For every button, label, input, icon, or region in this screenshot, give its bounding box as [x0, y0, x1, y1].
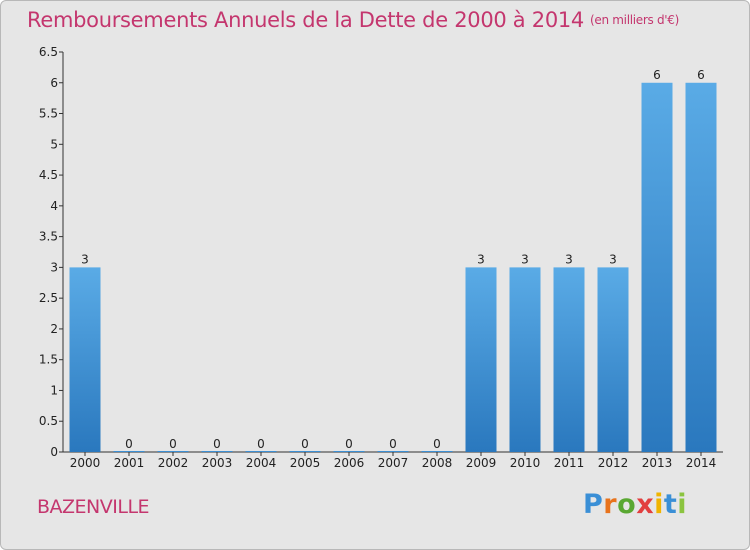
data-label: 0: [257, 437, 265, 451]
bar: [553, 267, 585, 452]
data-label: 6: [653, 68, 661, 82]
logo-letter: t: [663, 489, 678, 520]
data-label: 0: [433, 437, 441, 451]
bar: [641, 82, 673, 453]
y-tick-label: 0.5: [39, 414, 58, 428]
x-tick-label: 2013: [642, 456, 673, 470]
data-label: 3: [521, 252, 529, 266]
chart-title: Remboursements Annuels de la Dette de 20…: [27, 8, 679, 32]
x-tick-label: 2004: [246, 456, 277, 470]
x-tick-label: 2008: [422, 456, 453, 470]
y-tick-label: 0: [50, 445, 58, 459]
y-tick-label: 1.5: [39, 353, 58, 367]
x-tick-label: 2005: [290, 456, 321, 470]
y-tick-label: 2.5: [39, 291, 58, 305]
bar: [509, 267, 541, 452]
x-tick-label: 2006: [334, 456, 365, 470]
x-tick-label: 2011: [554, 456, 585, 470]
x-tick-label: 2003: [202, 456, 233, 470]
data-label: 0: [169, 437, 177, 451]
y-tick-label: 1: [50, 383, 58, 397]
logo-letter: o: [617, 489, 637, 520]
data-label: 3: [609, 252, 617, 266]
y-tick-label: 4.5: [39, 168, 58, 182]
y-tick-label: 4: [50, 199, 58, 213]
y-tick-label: 5: [50, 137, 58, 151]
bar: [597, 267, 629, 452]
data-label: 3: [81, 252, 89, 266]
chart-title-text: Remboursements Annuels de la Dette de 20…: [27, 8, 584, 32]
logo-letter: P: [583, 489, 604, 520]
y-tick-label: 3: [50, 260, 58, 274]
y-tick-label: 6.5: [39, 45, 58, 59]
y-tick-label: 5.5: [39, 107, 58, 121]
y-tick-label: 6: [50, 76, 58, 90]
data-label: 3: [477, 252, 485, 266]
data-label: 3: [565, 252, 573, 266]
y-tick-label: 3.5: [39, 230, 58, 244]
data-label: 6: [697, 68, 705, 82]
data-label: 0: [125, 437, 133, 451]
x-tick-label: 2002: [158, 456, 189, 470]
x-tick-label: 2010: [510, 456, 541, 470]
logo-letter: r: [603, 489, 618, 520]
proxiti-logo: Proxiti: [583, 489, 687, 520]
logo-letter: i: [654, 489, 664, 520]
y-tick-label: 2: [50, 322, 58, 336]
x-tick-label: 2014: [686, 456, 717, 470]
bar: [69, 267, 101, 452]
logo-letter: i: [677, 489, 688, 520]
commune-name: BAZENVILLE: [37, 496, 150, 518]
data-label: 0: [301, 437, 309, 451]
data-label: 0: [389, 437, 397, 451]
data-label: 0: [345, 437, 353, 451]
x-tick-label: 2007: [378, 456, 409, 470]
data-label: 0: [213, 437, 221, 451]
bar: [465, 267, 497, 452]
logo-letter: x: [636, 489, 655, 520]
chart-unit: (en milliers d'€): [590, 13, 680, 27]
x-tick-label: 2009: [466, 456, 497, 470]
x-tick-label: 2000: [70, 456, 101, 470]
x-tick-label: 2001: [114, 456, 145, 470]
bar: [685, 82, 717, 453]
x-tick-label: 2012: [598, 456, 629, 470]
